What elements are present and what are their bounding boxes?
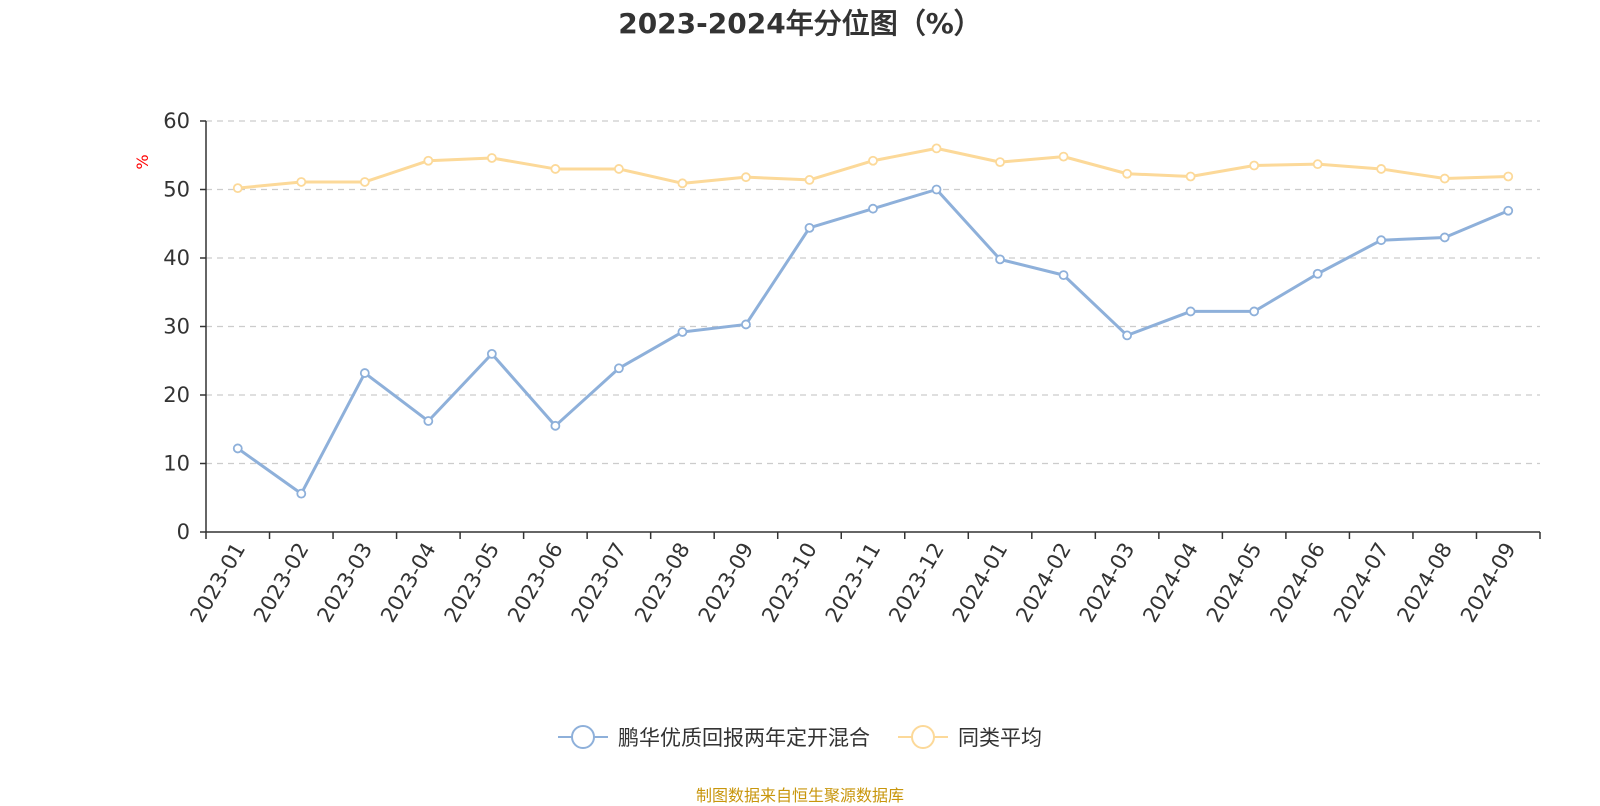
chart-title: 2023-2024年分位图（%） [618,7,982,40]
data-point-series-2 [804,175,815,185]
y-tick-label: 60 [163,109,190,133]
y-tick-label: 10 [163,452,190,476]
data-point-series-1 [1312,268,1323,279]
x-tick-label: 2023-09 [694,539,759,627]
x-tick-label: 2024-07 [1329,539,1394,627]
legend-item-series-1[interactable]: 鹏华优质回报两年定开混合 [558,722,870,752]
y-tick-label: 40 [163,246,190,270]
data-point-series-2 [486,153,497,163]
data-point-series-2 [677,178,688,189]
x-tick-label: 2023-04 [376,539,441,627]
legend-marker-icon [558,725,608,749]
data-points [232,143,1514,499]
data-point-series-2 [868,155,878,166]
legend-marker-icon [898,725,948,749]
data-point-series-2 [1058,151,1069,162]
data-point-series-1 [1058,270,1069,281]
x-tick-label: 2023-08 [630,539,695,627]
x-tick-label: 2024-09 [1456,539,1521,627]
data-point-series-2 [232,183,243,194]
data-point-series-1 [614,363,624,374]
x-tick-label: 2023-05 [440,539,505,627]
data-point-series-2 [1185,171,1196,182]
data-point-series-2 [995,157,1005,168]
grid-lines [206,120,1540,465]
legend-label: 同类平均 [958,726,1042,750]
y-tick-label: 30 [163,315,190,339]
data-point-series-2 [296,177,307,187]
data-point-series-1 [486,348,497,359]
y-axis-label: % [133,154,152,169]
axes [200,120,1541,539]
tick-labels: 0102030405060%2023-012023-022023-032023-… [133,109,1521,626]
x-tick-label: 2023-02 [249,539,314,627]
data-point-series-1 [423,416,434,426]
data-point-series-2 [550,164,561,174]
x-tick-label: 2024-02 [1011,539,1076,627]
x-tick-label: 2023-10 [757,539,822,627]
data-point-series-2 [741,172,751,183]
y-tick-label: 0 [177,520,190,544]
data-point-series-1 [1439,232,1450,243]
x-tick-label: 2023-03 [312,539,377,627]
series-lines [236,146,1509,496]
x-tick-label: 2023-11 [821,539,886,627]
data-point-series-1 [359,368,370,378]
x-tick-label: 2024-03 [1075,539,1140,627]
data-point-series-1 [550,420,561,431]
data-point-series-2 [1122,168,1132,179]
x-tick-label: 2024-06 [1265,539,1330,627]
x-tick-label: 2023-12 [884,539,949,627]
x-tick-label: 2023-07 [567,539,632,627]
x-tick-label: 2023-01 [185,539,250,627]
series-line-1 [236,188,1509,496]
data-point-series-1 [995,254,1005,265]
x-tick-label: 2024-01 [948,539,1013,627]
x-tick-label: 2023-06 [503,539,568,627]
data-point-series-1 [677,327,688,337]
data-point-series-1 [296,488,307,499]
y-tick-label: 20 [163,383,190,407]
legend: 鹏华优质回报两年定开混合 同类平均 [0,722,1600,752]
data-point-series-2 [614,164,624,174]
data-point-series-1 [1249,306,1260,317]
data-point-series-1 [868,203,878,214]
data-point-series-2 [1249,160,1260,171]
data-point-series-1 [1185,306,1196,317]
data-point-series-1 [804,222,815,233]
data-point-series-2 [1376,164,1387,174]
data-point-series-2 [1503,171,1514,182]
data-point-series-1 [741,319,751,330]
legend-label: 鹏华优质回报两年定开混合 [618,726,870,750]
source-note: 制图数据来自恒生聚源数据库 [695,786,904,805]
y-tick-label: 50 [163,178,190,202]
x-tick-label: 2024-05 [1202,539,1267,627]
data-point-series-2 [1439,173,1450,184]
data-point-series-1 [1503,205,1514,216]
data-point-series-1 [1376,235,1387,246]
data-point-series-1 [931,184,942,195]
x-tick-label: 2024-08 [1392,539,1457,627]
data-point-series-1 [232,443,243,454]
legend-item-series-2[interactable]: 同类平均 [898,722,1042,752]
data-point-series-2 [931,143,942,154]
data-point-series-2 [1312,159,1323,170]
data-point-series-2 [423,155,434,166]
data-point-series-1 [1122,330,1132,341]
x-tick-label: 2024-04 [1138,539,1203,627]
data-point-series-2 [359,177,370,187]
